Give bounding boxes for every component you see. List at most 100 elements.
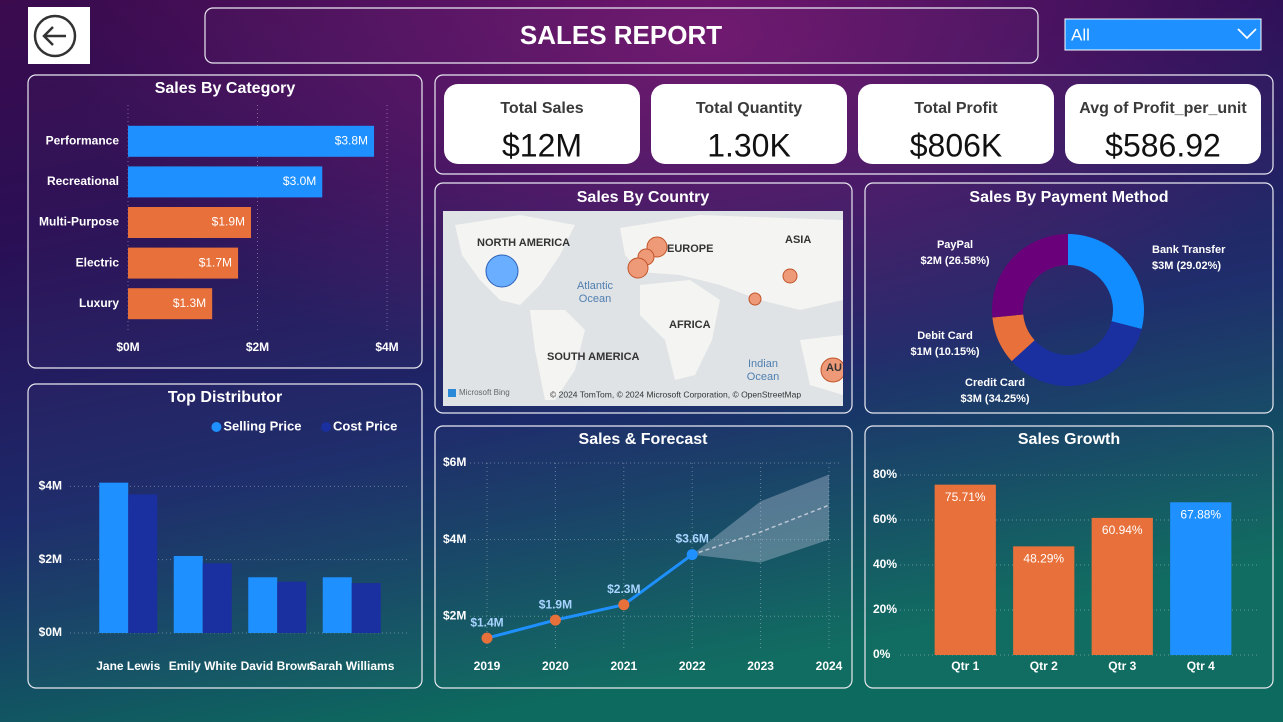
bar (128, 166, 323, 198)
x-tick-label: David Brown (241, 659, 314, 673)
bar (934, 484, 996, 655)
value-label: $1.7M (199, 255, 232, 269)
panel (434, 182, 853, 414)
map-bubble (748, 292, 762, 306)
bar (248, 577, 278, 633)
map-bubble (627, 257, 649, 279)
slice-value: $1M (10.15%) (910, 346, 979, 358)
y-tick-label: 40% (873, 557, 897, 571)
donut-slice (992, 314, 1035, 362)
x-tick-label: 2023 (747, 659, 774, 673)
data-point (686, 549, 698, 561)
panel (864, 425, 1274, 689)
bar (173, 556, 203, 633)
ocean-label: Ocean (579, 293, 611, 305)
sales-line (486, 553, 694, 640)
y-tick-label: $2M (443, 608, 466, 622)
kpi-value: 1.30K (707, 127, 791, 163)
slice-value: $2M (26.58%) (920, 255, 989, 267)
kpi-label: Avg of Profit_per_unit (1079, 100, 1247, 117)
donut-slice (992, 233, 1068, 318)
donut-slice (1068, 234, 1144, 329)
map-label: AU (826, 362, 842, 374)
y-tick-label: 80% (873, 467, 897, 481)
y-tick-label: 20% (873, 602, 897, 616)
forecast-line (691, 504, 830, 556)
slice-category: PayPal (937, 239, 973, 251)
panel (864, 182, 1274, 414)
map: NORTH AMERICA EUROPE ASIA AFRICA SOUTH A… (443, 211, 843, 406)
panel (27, 383, 423, 689)
y-tick-label: $4M (39, 479, 62, 493)
panel (434, 74, 1274, 175)
data-point (618, 599, 630, 611)
value-label: $3.8M (335, 133, 368, 147)
donut-slice (1011, 321, 1142, 386)
value-label: $1.4M (470, 615, 503, 629)
slice-category: Debit Card (917, 330, 973, 342)
chart-title: Top Distributor (168, 389, 282, 406)
kpi-value: $586.92 (1105, 127, 1221, 163)
map-bubble (485, 254, 519, 288)
y-tick-label: Luxury (79, 296, 119, 310)
value-label: $1.9M (539, 597, 572, 611)
map-label: ASIA (785, 234, 811, 246)
chart-title: Sales By Payment Method (969, 189, 1168, 206)
x-tick-label: Qtr 4 (1187, 659, 1215, 673)
value-label: $2.3M (607, 582, 640, 596)
slice-value: $3M (34.25%) (960, 393, 1029, 405)
bar (1013, 546, 1075, 655)
value-label: $3.6M (676, 532, 709, 546)
filter-dropdown[interactable]: All (1064, 18, 1262, 51)
y-tick-label: Multi-Purpose (39, 215, 119, 229)
map-provider: Microsoft Bing (459, 388, 510, 397)
chart-title: Sales & Forecast (579, 431, 709, 448)
map-title: Sales By Country (577, 189, 710, 206)
ocean-label: Atlantic (577, 280, 614, 292)
ocean-label: Indian (748, 358, 778, 370)
panel (434, 425, 853, 689)
map-label: SOUTH AMERICA (547, 351, 640, 363)
x-tick-label: $0M (116, 340, 139, 354)
x-tick-label: $4M (375, 340, 398, 354)
kpi-card (858, 84, 1054, 164)
chart-title: Sales Growth (1018, 431, 1120, 448)
y-tick-label: 0% (873, 647, 891, 661)
x-tick-label: 2022 (679, 659, 706, 673)
value-label: 48.29% (1023, 552, 1064, 566)
x-tick-label: Qtr 1 (951, 659, 979, 673)
bar (322, 577, 352, 633)
kpi-value: $12M (502, 127, 582, 163)
x-tick-label: 2019 (474, 659, 501, 673)
bar (1170, 502, 1232, 655)
x-tick-label: $2M (246, 340, 269, 354)
x-tick-label: 2020 (542, 659, 569, 673)
x-tick-label: Emily White (169, 659, 237, 673)
bar (351, 583, 381, 633)
kpi-label: Total Quantity (696, 100, 802, 117)
value-label: $1.9M (212, 215, 245, 229)
kpi-label: Total Sales (500, 100, 583, 117)
data-point (481, 632, 493, 644)
x-tick-label: Jane Lewis (96, 659, 160, 673)
kpi-card (444, 84, 640, 164)
y-tick-label: Performance (46, 133, 120, 147)
bar (128, 288, 213, 320)
map-bubble (782, 268, 798, 284)
forecast-band (692, 474, 829, 563)
legend-swatch (321, 422, 331, 432)
legend-label: Selling Price (223, 418, 301, 433)
slice-category: Credit Card (965, 377, 1025, 389)
ocean-label: Ocean (747, 371, 779, 383)
x-tick-label: 2021 (610, 659, 637, 673)
y-tick-label: $2M (39, 552, 62, 566)
x-tick-label: Sarah Williams (309, 659, 395, 673)
bar (128, 494, 158, 633)
x-tick-label: 2024 (816, 659, 843, 673)
value-label: $1.3M (173, 296, 206, 310)
y-tick-label: Recreational (47, 174, 119, 188)
legend-swatch (211, 422, 222, 432)
back-button[interactable] (28, 7, 90, 64)
report-title: SALES REPORT (520, 20, 722, 50)
